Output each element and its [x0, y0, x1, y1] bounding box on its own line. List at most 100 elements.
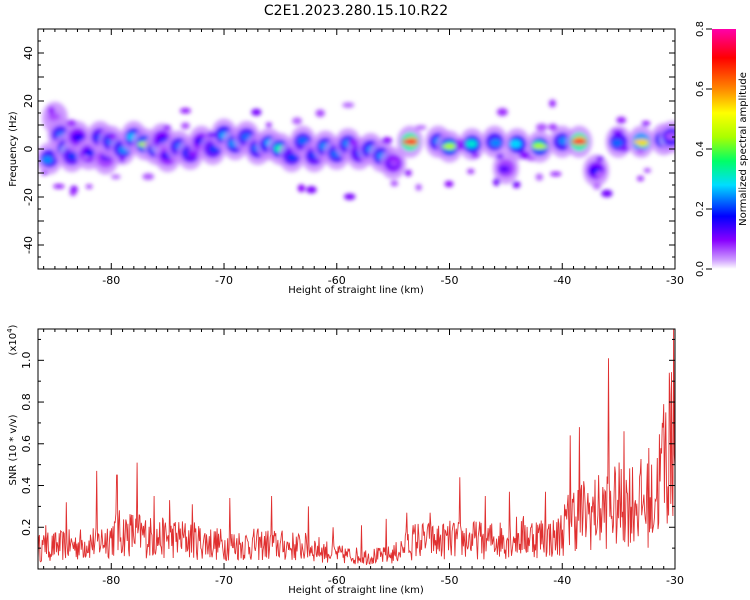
chart-title: C2E1.2023.280.15.10.R22: [264, 3, 448, 19]
heatmap-speck: [493, 178, 500, 187]
x-tick-label: -40: [553, 274, 571, 287]
x-tick-label: -50: [441, 274, 459, 287]
heatmap-speck: [596, 155, 604, 162]
heatmap-speck: [41, 171, 48, 176]
heatmap-cell-core: [48, 112, 61, 121]
heatmap-speck: [265, 122, 272, 128]
heatmap-speck: [180, 122, 190, 130]
heatmap-peak: [441, 144, 458, 150]
heatmap-speck: [85, 184, 93, 189]
heatmap-speck: [348, 139, 359, 146]
heatmap-speck: [415, 184, 422, 191]
snr-series-line: [38, 329, 675, 565]
heatmap-speck: [527, 156, 536, 162]
heatmap-cell-core: [498, 165, 511, 174]
heatmap-speck: [641, 121, 651, 127]
x-tick-label: -80: [102, 274, 120, 287]
heatmap-speck: [292, 117, 303, 125]
heatmap-speck: [601, 189, 613, 198]
x-tick-label: -70: [215, 274, 233, 287]
heatmap-speck: [207, 131, 217, 138]
heatmap-cell-core: [41, 155, 54, 164]
y-tick-label: 0.4: [20, 477, 33, 495]
x-tick-label: -70: [215, 574, 233, 587]
snr-y-scale-label: (x104): [6, 324, 19, 355]
heatmap-speck: [415, 125, 427, 130]
colorbar-label: Normalized spectral amplitude: [738, 72, 749, 226]
x-tick-label: -30: [666, 274, 684, 287]
heatmap-speck: [496, 108, 508, 117]
heatmap-speck: [389, 159, 399, 167]
heatmap-speck: [595, 170, 605, 179]
heatmap-speck: [343, 193, 356, 200]
heatmap-speck: [306, 186, 317, 194]
x-tick-label: -30: [666, 574, 684, 587]
heatmap-speck: [109, 133, 116, 141]
heatmap-speck: [455, 143, 465, 150]
heatmap-speck: [390, 180, 399, 187]
colorbar-tick-label: 0.0: [695, 261, 706, 277]
snr-x-axis-label: Height of straight line (km): [288, 585, 424, 596]
heatmap-speck: [637, 176, 644, 181]
heatmap-cell-core: [72, 133, 85, 142]
heatmap-speck: [535, 123, 548, 131]
heatmap-speck: [519, 151, 531, 159]
heatmap-speck: [142, 173, 155, 181]
heatmap-speck: [111, 174, 121, 180]
heatmap-speck: [69, 189, 77, 196]
y-tick-label: 0.8: [20, 393, 33, 411]
heatmap-peak: [402, 139, 419, 145]
y-tick-label: -20: [22, 188, 35, 206]
snr-y-axis-label: SNR (10 * v/v): [8, 414, 19, 485]
heatmap-panel: -80 -70 -60 -50 -40 -30 -40 -20 0 20 40 Height of…: [8, 28, 684, 296]
snr-frame: [37, 328, 676, 570]
heatmap-cell-core: [509, 139, 522, 148]
y-tick-label: 40: [22, 46, 35, 60]
heatmap-speck: [163, 125, 172, 131]
heatmap-speck: [467, 169, 475, 174]
heatmap-x-axis-label: Height of straight line (km): [288, 285, 424, 296]
heatmap-cell-core: [465, 139, 478, 148]
heatmap-speck: [47, 106, 55, 115]
heatmap-speck: [315, 109, 325, 118]
heatmap-speck: [643, 168, 651, 173]
heatmap-speck: [618, 146, 630, 152]
heatmap-speck: [496, 153, 504, 160]
heatmap-peak: [531, 144, 548, 150]
heatmap-speck: [535, 173, 544, 181]
heatmap-speck: [297, 184, 306, 193]
colorbar: 0.0 0.2 0.4 0.6 0.8 Normalized spectral ampl…: [695, 21, 749, 277]
heatmap-cell-core: [297, 136, 310, 145]
y-tick-label: 20: [22, 94, 35, 108]
heatmap-speck: [636, 147, 645, 154]
heatmap-speck: [455, 139, 464, 145]
x-tick-label: -60: [328, 574, 346, 587]
heatmap-y-axis-label: Frequency (Hz): [8, 111, 19, 187]
heatmap-speck: [66, 119, 77, 127]
colorbar-tick-label: 0.2: [695, 201, 706, 217]
heatmap-speck: [616, 116, 627, 124]
heatmap-speck: [186, 150, 199, 157]
heatmap-speck: [548, 123, 558, 131]
y-tick-label: -40: [22, 236, 35, 254]
y-tick-label: 0.2: [20, 519, 33, 537]
heatmap-speck: [118, 155, 126, 163]
x-tick-label: -80: [102, 574, 120, 587]
colorbar-tick-label: 0.6: [695, 81, 706, 97]
x-tick-label: -50: [441, 574, 459, 587]
heatmap-speck: [81, 155, 90, 160]
heatmap-speck: [444, 180, 454, 188]
colorbar-gradient: [712, 29, 736, 269]
heatmap-speck: [342, 102, 355, 108]
colorbar-tick-label: 0.8: [695, 21, 706, 37]
heatmap-peak: [633, 139, 650, 145]
heatmap-speck: [550, 171, 562, 177]
heatmap-cell-core: [286, 153, 299, 162]
heatmap-speck: [549, 99, 556, 108]
x-tick-label: -60: [328, 274, 346, 287]
x-tick-label: -40: [553, 574, 571, 587]
snr-panel: -80 -70 -60 -50 -40 -30 0.2 0.4 0.6 0.8 1.0 Heigh…: [6, 324, 684, 596]
heatmap-speck: [53, 184, 65, 189]
colorbar-tick-label: 0.4: [695, 141, 706, 157]
